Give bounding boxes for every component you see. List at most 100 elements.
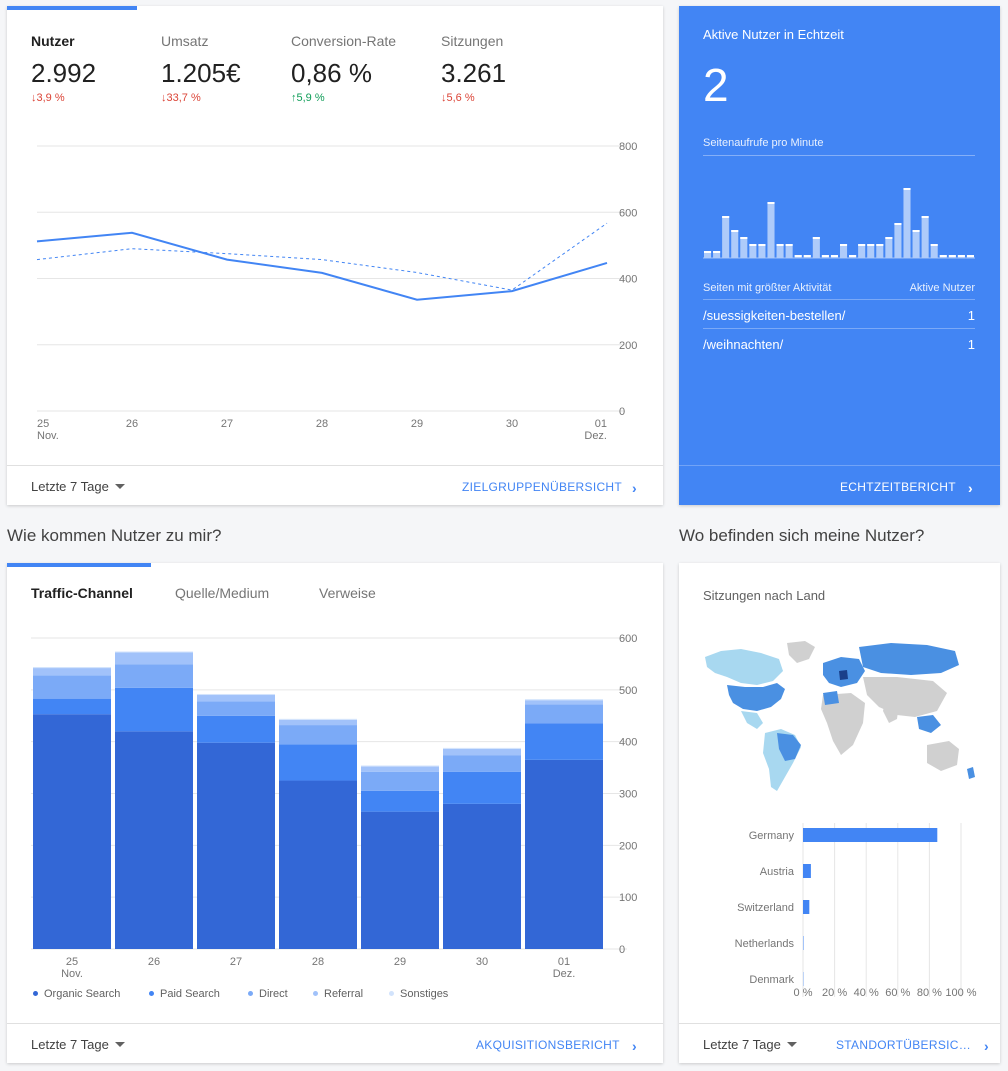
page-users: 1 [967,308,975,323]
legend-label: Direct [259,988,288,1000]
bar-segment [361,790,439,812]
pageview-bar-cap [821,255,829,257]
acquisition-card: Traffic-Channel Quelle/Medium Verweise 0… [7,563,663,1063]
chevron-right-icon[interactable]: › [632,1038,637,1054]
bar-segment [279,780,357,949]
map-india [883,701,899,723]
x-tick-label: 100 % [945,987,976,999]
pageview-bar [912,230,920,258]
location-overview-link[interactable]: STANDORTÜBERSIC… [836,1038,972,1052]
pageview-bar-cap [903,188,911,190]
pageview-bar-cap [894,223,902,225]
audience-overview-link[interactable]: ZIELGRUPPENÜBERSICHT [462,480,623,494]
tab-traffic-channel[interactable]: Traffic-Channel [31,585,133,601]
map-north-africa [823,691,839,705]
chevron-right-icon[interactable]: › [632,480,637,496]
bar-segment [443,803,521,949]
pageview-bar-cap [740,237,748,239]
y-tick-label: 800 [619,141,637,153]
country-bar [803,828,938,842]
bar-segment [115,651,193,653]
x-tick-sublabel: Nov. [61,968,83,980]
kpi-value: 2.992 [31,58,97,88]
pageview-bar-cap [803,255,811,257]
table-row[interactable]: /weihnachten/ 1 [703,329,975,358]
kpi-label: Conversion-Rate [291,33,397,49]
date-range-dropdown[interactable]: Letzte 7 Tage [703,1037,797,1052]
date-range-dropdown[interactable]: Letzte 7 Tage [31,1037,125,1052]
table-row[interactable]: /suessigkeiten-bestellen/ 1 [703,300,975,329]
pageview-bar-cap [867,244,875,246]
tab-referrals[interactable]: Verweise [319,585,376,601]
geo-card: Sitzungen nach Land 0 % 20 % 40 % 60 % 80 % 1… [679,563,1000,1063]
pageview-bar-cap [912,230,920,232]
chevron-right-icon[interactable]: › [968,480,973,496]
legend-dot [313,991,318,996]
pageview-bar-cap [921,216,929,218]
bar-segment [525,699,603,701]
bar-segment [279,719,357,726]
kpi-revenue[interactable]: Umsatz 1.205€ ↓33,7 % [137,6,267,116]
kpi-users[interactable]: Nutzer 2.992 ↓3,9 % [7,6,137,116]
map-canada [705,649,783,685]
x-tick-label: 26 [126,418,138,430]
acquisition-report-link[interactable]: AKQUISITIONSBERICHT [476,1038,620,1052]
chevron-right-icon[interactable]: › [984,1038,989,1054]
bar-segment [443,771,521,804]
legend-label: Organic Search [44,988,121,1000]
pageview-bar [722,216,730,258]
pageview-bar-cap [876,244,884,246]
divider [703,155,975,156]
bar-segment [525,723,603,760]
x-tick-label: 01 [558,956,570,968]
bar-segment [279,725,357,745]
bar-segment [361,771,439,791]
pageview-bar [867,244,875,258]
pageview-bar-cap [812,237,820,239]
date-range-label: Letzte 7 Tage [703,1037,781,1052]
kpi-label: Umsatz [161,33,209,49]
bar-segment [361,811,439,949]
kpi-delta: ↓5,6 % [441,92,475,104]
pageview-bar-cap [722,216,730,218]
pageview-bar [894,223,902,258]
pageview-bar-cap [785,244,793,246]
legend-organic-search: Organic Search [33,988,120,1000]
map-australia [927,741,959,771]
pageview-bar [858,244,866,258]
pageview-bar-cap [885,237,893,239]
bar-segment [525,759,603,949]
date-range-label: Letzte 7 Tage [31,479,109,494]
bar-segment [443,747,521,749]
x-tick-label: 29 [411,418,423,430]
pageview-bar-cap [930,244,938,246]
bar-segment [33,698,111,715]
x-tick-sublabel: Nov. [37,430,59,442]
bar-segment [115,731,193,949]
y-tick-label: 300 [619,789,637,801]
date-range-dropdown[interactable]: Letzte 7 Tage [31,479,125,494]
date-range-label: Letzte 7 Tage [31,1037,109,1052]
realtime-report-link[interactable]: ECHTZEITBERICHT [840,480,956,494]
kpi-sessions[interactable]: Sitzungen 3.261 ↓5,6 % [417,6,547,116]
kpi-label: Sitzungen [441,33,504,49]
pageview-bar-cap [749,244,757,246]
y-tick-label: 100 [619,892,637,904]
country-label: Switzerland [737,902,794,914]
bar-segment [443,748,521,756]
y-tick-label: 0 [619,406,625,418]
tab-source-medium[interactable]: Quelle/Medium [175,585,270,601]
x-tick-label: 25 [66,956,78,968]
world-map[interactable] [701,637,977,795]
x-tick-label: 29 [394,956,406,968]
x-tick-label: 27 [221,418,233,430]
bar-segment [279,718,357,720]
page-users: 1 [967,337,975,352]
bar-segment [33,714,111,949]
pageview-bar-cap [840,244,848,246]
x-tick-label: 0 % [794,987,813,999]
page-path: /suessigkeiten-bestellen/ [703,308,846,323]
kpi-conversion-rate[interactable]: Conversion-Rate 0,86 % ↑5,9 % [267,6,417,116]
